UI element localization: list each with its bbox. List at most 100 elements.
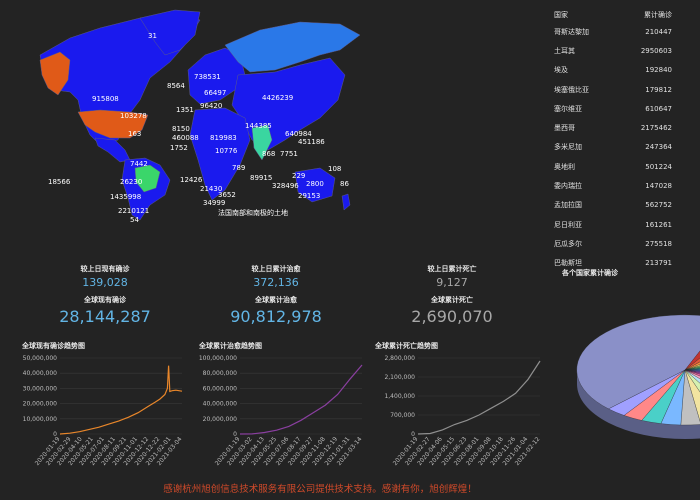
row-cumulative: 2175462 [640, 124, 672, 133]
row-country: 奥地利 [554, 162, 575, 171]
map-label: 10776 [215, 147, 238, 155]
pie-slice[interactable] [684, 338, 700, 371]
table-row[interactable]: 哥斯达黎加 210447 [550, 22, 700, 41]
stat-cured-label1: 较上日累计治愈 [251, 265, 301, 273]
table-row[interactable]: 尼日利亚 161261 [550, 215, 700, 234]
table-row[interactable]: 巴勒斯坦 213791 [550, 254, 700, 273]
y-tick-label: 50,000,000 [23, 355, 58, 362]
row-cumulative: 161261 [645, 220, 672, 229]
stat-deaths-label1: 较上日累计死亡 [427, 265, 477, 273]
y-tick-label: 40,000,000 [203, 401, 238, 408]
stat-current-value2: 28,144,287 [59, 307, 151, 326]
chart-cured-trend[interactable]: 0 20,000,000 40,000,000 60,000,000 80,000,00… [180, 350, 370, 475]
map-label: 12426 [180, 176, 203, 184]
stat-deaths-label2: 全球累计死亡 [431, 296, 473, 304]
y-tick-label: 10,000,000 [23, 416, 58, 423]
pie-slice[interactable] [684, 356, 700, 371]
map-region-alaska[interactable] [39, 51, 71, 96]
map-label: 163 [128, 130, 141, 138]
y-tick-label: 20,000,000 [23, 401, 58, 408]
stat-deaths: 较上日累计死亡 9,127 全球累计死亡 2,690,070 [372, 264, 532, 326]
map-label: 144385 [245, 122, 272, 130]
stat-current: 较上日现有确诊 139,028 全球现有确诊 28,144,287 [25, 264, 185, 326]
map-label: 451186 [298, 138, 325, 146]
map-region-india[interactable] [251, 124, 273, 161]
y-tick-label: 100,000,000 [199, 355, 237, 362]
row-cumulative: 192840 [645, 66, 672, 75]
map-label: 915808 [92, 95, 119, 103]
header-cumulative: 累计确诊 [644, 11, 672, 19]
map-label: 66497 [204, 89, 226, 97]
pie-slice[interactable] [608, 369, 686, 416]
map-region-new-zealand[interactable] [341, 193, 351, 211]
table-row[interactable]: 土耳其 2950603 [550, 41, 700, 60]
pie-country-cumulative[interactable] [575, 300, 700, 450]
map-label: 31 [148, 32, 157, 40]
map-label: 819983 [210, 134, 237, 142]
stat-cured-value2: 90,812,978 [230, 307, 322, 326]
header-country: 国家 [554, 11, 568, 19]
row-cumulative: 213791 [645, 259, 672, 268]
chart-current-trend[interactable]: 0 10,000,000 20,000,000 30,000,000 40,000,00… [0, 350, 190, 475]
table-row[interactable]: 埃塞俄比亚 179812 [550, 80, 700, 99]
map-label: 法国南部和南极的土地 [218, 208, 288, 217]
y-tick-label: 2,800,000 [384, 355, 415, 362]
map-region-greenland[interactable] [139, 9, 201, 56]
table-row[interactable]: 厄瓜多尔 275518 [550, 234, 700, 253]
world-map[interactable]: 31 738531 8564 66497 4426239 915808 96420 1351 1… [0, 0, 545, 245]
table-row[interactable]: 墨西哥 2175462 [550, 118, 700, 137]
chart-current-title: 全球现有确诊趋势图 [22, 342, 85, 350]
table-row[interactable]: 多米尼加 247364 [550, 138, 700, 157]
row-country: 孟加拉国 [554, 201, 582, 210]
row-country: 巴勒斯坦 [554, 259, 582, 268]
pie-slice[interactable] [684, 363, 700, 371]
y-tick-label: 30,000,000 [23, 385, 58, 392]
table-row[interactable]: 埃及 192840 [550, 61, 700, 80]
map-label: 18566 [48, 178, 71, 186]
pie-title: 各个国家累计确诊 [562, 269, 618, 277]
stat-cured-value1: 372,136 [253, 276, 299, 289]
map-label: 86 [340, 180, 349, 188]
row-cumulative: 610647 [645, 104, 672, 113]
row-cumulative: 562752 [645, 201, 672, 210]
pie-slice[interactable] [684, 319, 700, 371]
table-row[interactable]: 委内瑞拉 147028 [550, 176, 700, 195]
y-tick-label: 60,000,000 [203, 385, 238, 392]
map-label: 8150 [172, 125, 190, 133]
map-label: 89915 [250, 174, 272, 182]
pie-slice[interactable] [576, 314, 700, 410]
y-tick-label: 2,100,000 [384, 374, 415, 381]
pie-slice[interactable] [684, 324, 700, 371]
row-country: 尼日利亚 [554, 220, 582, 229]
map-label: 34999 [203, 199, 225, 207]
stat-deaths-value2: 2,690,070 [411, 307, 493, 326]
map-label: 7751 [280, 150, 298, 158]
table-row[interactable]: 奥地利 501224 [550, 157, 700, 176]
map-region-brazil[interactable] [134, 164, 161, 193]
row-country: 委内瑞拉 [554, 182, 582, 191]
pie-slice[interactable] [684, 330, 700, 371]
map-region-usa[interactable] [77, 109, 149, 139]
pie-slice[interactable] [684, 343, 700, 371]
chart-deaths-trend[interactable]: 0700,0001,400,0002,100,0002,800,0002020-… [358, 350, 548, 475]
country-table: 国家 累计确诊 哥斯达黎加 210447 土耳其 2950603 埃及 192840 埃塞俄… [550, 8, 700, 273]
chart-cured-title: 全球累计治愈趋势图 [199, 342, 262, 350]
map-region-australia[interactable] [294, 167, 336, 203]
map-region-russia[interactable] [224, 21, 361, 73]
chart-deaths-title: 全球累计死亡趋势图 [375, 342, 438, 350]
table-row[interactable]: 孟加拉国 562752 [550, 196, 700, 215]
map-label: 460088 [172, 134, 199, 142]
stat-cured-label2: 全球累计治愈 [255, 296, 297, 304]
stat-cured: 较上日累计治愈 372,136 全球累计治愈 90,812,978 [196, 264, 356, 326]
row-country: 埃塞俄比亚 [554, 85, 589, 94]
row-cumulative: 501224 [645, 162, 672, 171]
table-row[interactable]: 塞尔维亚 610647 [550, 99, 700, 118]
stat-current-value1: 139,028 [82, 276, 128, 289]
map-label: 1435998 [110, 193, 141, 201]
y-tick-label: 80,000,000 [203, 370, 238, 377]
row-country: 塞尔维亚 [554, 104, 582, 113]
footer-credit: 感谢杭州旭创信息技术服务有限公司提供技术支持。感谢有你，旭创辉煌！ [163, 484, 477, 495]
map-region-central-america[interactable] [94, 137, 131, 163]
pie-slice[interactable] [684, 350, 700, 371]
map-region-africa[interactable] [189, 107, 251, 201]
